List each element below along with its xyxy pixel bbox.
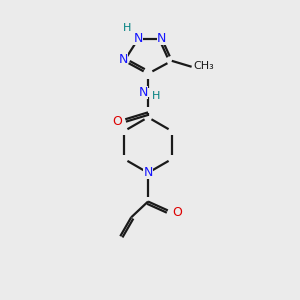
Text: O: O: [112, 115, 122, 128]
Text: H: H: [152, 91, 160, 100]
Text: H: H: [123, 23, 131, 33]
Text: N: N: [134, 32, 143, 44]
Text: N: N: [138, 86, 148, 99]
Text: N: N: [157, 32, 167, 44]
Text: O: O: [172, 206, 182, 219]
Text: CH₃: CH₃: [193, 61, 214, 71]
Text: N: N: [143, 166, 153, 179]
Text: N: N: [118, 53, 128, 66]
